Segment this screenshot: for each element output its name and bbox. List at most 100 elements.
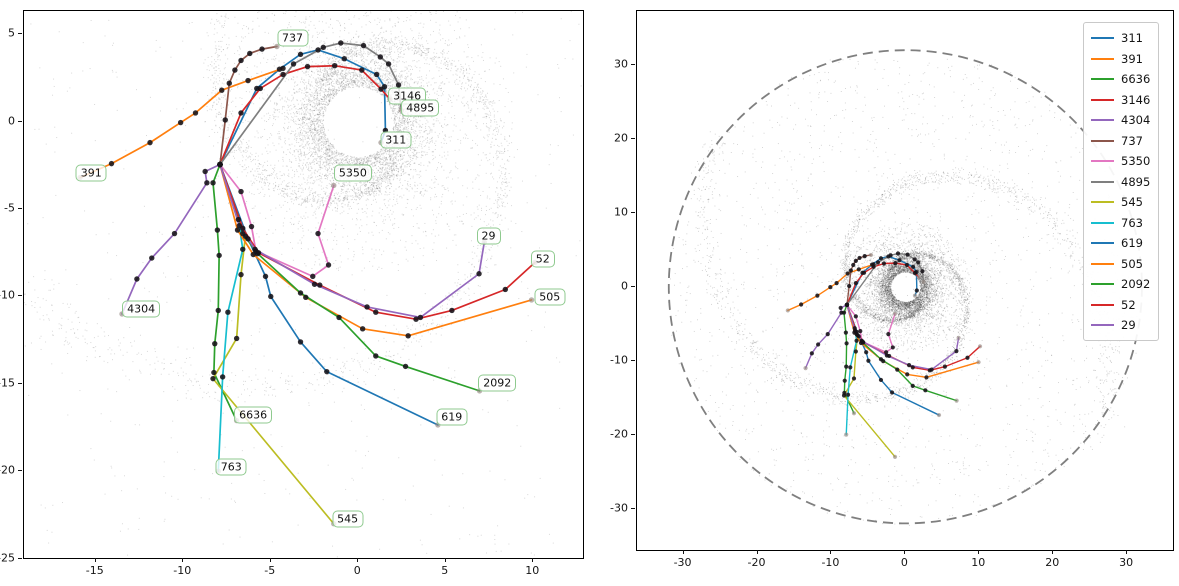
legend-text-391: 391 xyxy=(1121,51,1143,66)
panel0-y-tick-mark xyxy=(18,470,22,472)
trajectory-label-391: 391 xyxy=(75,164,107,182)
panel1-x-tick-label: -20 xyxy=(747,556,766,569)
panel1-y-tick-label: 30 xyxy=(614,57,628,71)
trajectory-label-29: 29 xyxy=(476,227,501,245)
panel1-y-tick-mark xyxy=(631,507,635,509)
legend-text-4895: 4895 xyxy=(1121,174,1151,189)
legend-swatch-5350 xyxy=(1091,160,1114,163)
legend-entry-311: 311 xyxy=(1091,28,1150,49)
panel1-x-tick-label: -30 xyxy=(673,556,692,569)
legend-swatch-619 xyxy=(1091,242,1114,245)
legend-swatch-391 xyxy=(1091,57,1114,60)
panel1-y-tick-mark xyxy=(631,63,635,65)
panel0-x-tick-mark xyxy=(182,558,184,562)
trajectory-label-311: 311 xyxy=(380,131,412,149)
panel1-y-tick-mark xyxy=(631,359,635,361)
legend-text-737: 737 xyxy=(1121,133,1143,148)
panel1-y-tick-mark xyxy=(631,137,635,139)
panel0-x-tick-label: 0 xyxy=(353,564,361,577)
panel0-y-tick-label: 5 xyxy=(8,26,15,40)
panel0-y-tick-mark xyxy=(18,557,22,559)
legend-swatch-52 xyxy=(1091,303,1114,306)
legend-swatch-3146 xyxy=(1091,98,1114,101)
panel0-y-tick-mark xyxy=(18,208,22,210)
panel1-x-tick-mark xyxy=(978,550,980,554)
panel0-x-tick-label: -15 xyxy=(85,564,104,577)
legend-entry-737: 737 xyxy=(1091,131,1150,152)
panel1-x-tick-mark xyxy=(1126,550,1128,554)
panel0-y-tick-label: -5 xyxy=(4,201,15,215)
legend-text-3146: 3146 xyxy=(1121,92,1151,107)
legend-entry-505: 505 xyxy=(1091,254,1150,275)
legend-swatch-545 xyxy=(1091,201,1114,204)
legend-entry-3146: 3146 xyxy=(1091,90,1150,111)
panel0-x-tick-label: -5 xyxy=(264,564,276,577)
panel1-y-tick-label: -10 xyxy=(610,353,628,367)
legend-entry-52: 52 xyxy=(1091,295,1150,316)
legend-entry-29: 29 xyxy=(1091,315,1150,336)
panel1-x-tick-mark xyxy=(830,550,832,554)
panel0-y-tick-mark xyxy=(18,295,22,297)
legend-text-2092: 2092 xyxy=(1121,277,1151,292)
panel0-x-tick-label: -10 xyxy=(173,564,192,577)
panel1-x-tick-mark xyxy=(682,550,684,554)
legend-entry-5350: 5350 xyxy=(1091,151,1150,172)
trajectory-label-763: 763 xyxy=(215,458,247,476)
legend-entry-4895: 4895 xyxy=(1091,172,1150,193)
panel1-x-tick-label: 30 xyxy=(1119,556,1134,569)
legend-swatch-4304 xyxy=(1091,119,1114,122)
panel1-x-tick-mark xyxy=(904,550,906,554)
panel0-x-tick-mark xyxy=(532,558,534,562)
legend-text-6636: 6636 xyxy=(1121,72,1151,87)
legend-text-505: 505 xyxy=(1121,256,1143,271)
panel1-y-tick-label: 0 xyxy=(621,279,628,293)
legend-text-52: 52 xyxy=(1121,297,1136,312)
trajectory-label-619: 619 xyxy=(436,408,468,426)
left-plot-canvas xyxy=(23,10,584,559)
legend-text-545: 545 xyxy=(1121,195,1143,210)
panel0-x-tick-mark xyxy=(444,558,446,562)
legend-entry-6636: 6636 xyxy=(1091,69,1150,90)
trajectory-label-2092: 2092 xyxy=(478,374,517,392)
panel1-y-tick-mark xyxy=(631,285,635,287)
panel0-y-tick-mark xyxy=(18,120,22,122)
legend-entry-619: 619 xyxy=(1091,233,1150,254)
panel0-x-tick-label: 10 xyxy=(525,564,540,577)
legend-text-5350: 5350 xyxy=(1121,154,1151,169)
panel0-y-tick-label: -25 xyxy=(0,551,15,565)
panel0-x-tick-mark xyxy=(94,558,96,562)
legend-swatch-505 xyxy=(1091,262,1114,265)
legend-entry-763: 763 xyxy=(1091,213,1150,234)
panel1-x-tick-mark xyxy=(756,550,758,554)
panel0-y-tick-mark xyxy=(18,33,22,35)
panel1-y-tick-label: 20 xyxy=(614,131,628,145)
panel1-y-tick-label: -20 xyxy=(610,427,628,441)
legend-swatch-2092 xyxy=(1091,283,1114,286)
legend-swatch-311 xyxy=(1091,37,1114,40)
legend-swatch-6636 xyxy=(1091,78,1114,81)
panel1-x-tick-label: 0 xyxy=(900,556,908,569)
panel0-x-tick-mark xyxy=(269,558,271,562)
panel1-x-tick-mark xyxy=(1052,550,1054,554)
legend-text-311: 311 xyxy=(1121,31,1143,46)
legend-text-4304: 4304 xyxy=(1121,113,1151,128)
panel1-x-tick-label: 20 xyxy=(1045,556,1060,569)
legend-text-763: 763 xyxy=(1121,215,1143,230)
panel0-x-tick-label: 5 xyxy=(441,564,449,577)
legend-entry-391: 391 xyxy=(1091,49,1150,70)
plot-legend: 311 391 6636 3146 4304 737 5350 4895 545 763 619 50… xyxy=(1083,22,1160,341)
panel1-x-tick-label: 10 xyxy=(971,556,986,569)
panel0-y-tick-label: -10 xyxy=(0,288,15,302)
trajectory-label-4895: 4895 xyxy=(401,99,440,117)
trajectory-label-4304: 4304 xyxy=(122,300,161,318)
panel1-y-tick-mark xyxy=(631,433,635,435)
trajectory-label-545: 545 xyxy=(332,510,364,528)
legend-text-619: 619 xyxy=(1121,236,1143,251)
legend-entry-2092: 2092 xyxy=(1091,274,1150,295)
legend-swatch-763 xyxy=(1091,221,1114,224)
trajectory-label-5350: 5350 xyxy=(333,164,372,182)
trajectory-label-6636: 6636 xyxy=(234,406,273,424)
legend-swatch-737 xyxy=(1091,139,1114,142)
panel1-y-tick-mark xyxy=(631,211,635,213)
